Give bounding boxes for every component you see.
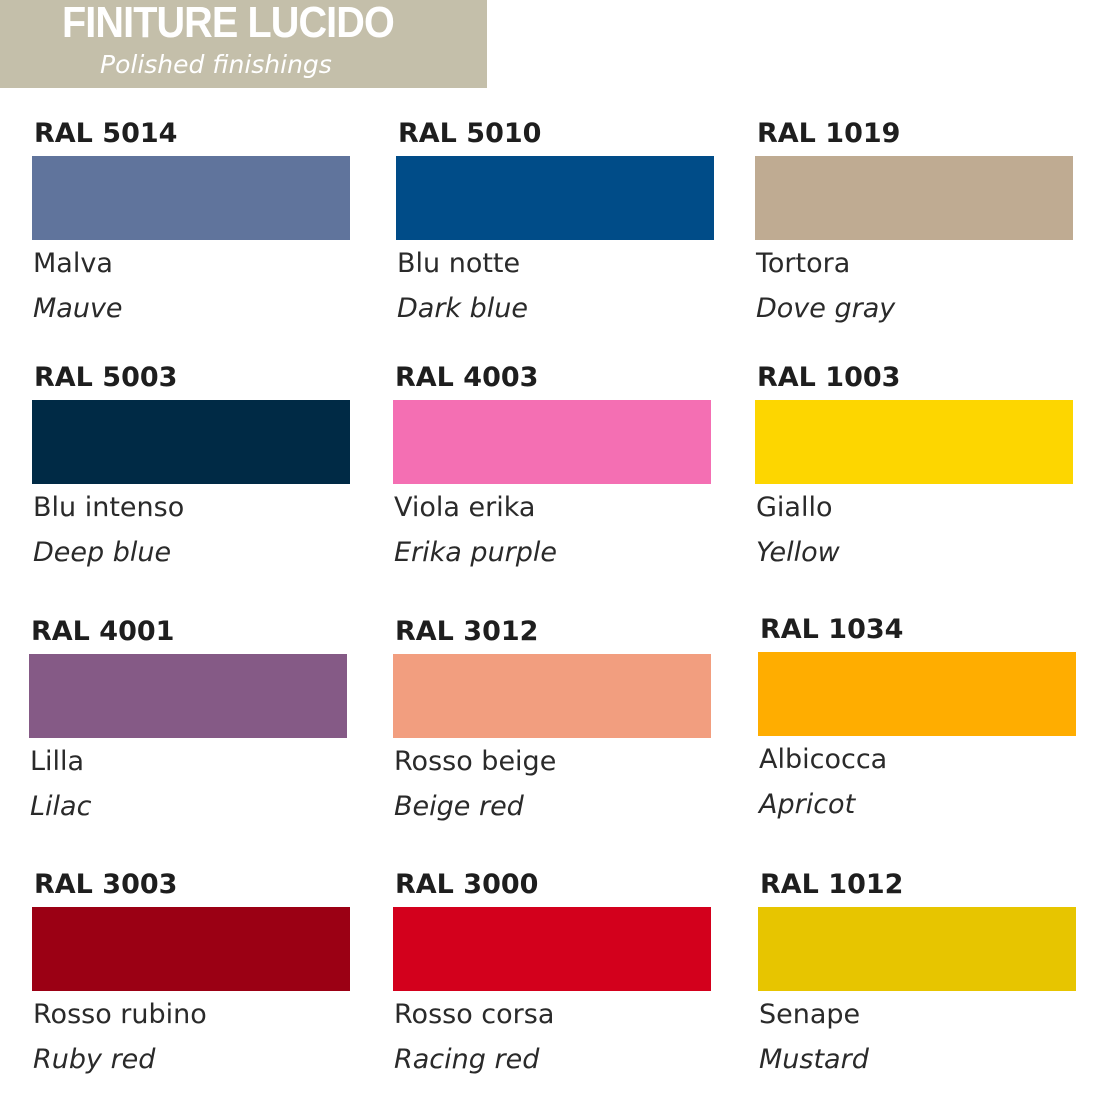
color-name-english: Lilac xyxy=(30,791,92,822)
color-name-english: Beige red xyxy=(394,791,524,822)
color-name-english: Racing red xyxy=(394,1044,540,1075)
color-swatch xyxy=(29,654,347,738)
swatch-card: RAL 4003 Viola erika Erika purple xyxy=(393,362,711,568)
color-name-italian: Blu intenso xyxy=(33,492,185,523)
ral-code: RAL 3000 xyxy=(395,869,539,900)
swatch-card: RAL 3000 Rosso corsa Racing red xyxy=(393,869,711,1075)
ral-code: RAL 4001 xyxy=(31,616,175,647)
header-subtitle: Polished finishings xyxy=(100,50,332,79)
ral-code: RAL 1003 xyxy=(757,362,901,393)
ral-code: RAL 5003 xyxy=(34,362,178,393)
swatch-card: RAL 3003 Rosso rubino Ruby red xyxy=(32,869,350,1075)
ral-code: RAL 1019 xyxy=(757,118,901,149)
swatch-card: RAL 1012 Senape Mustard xyxy=(758,869,1076,1075)
color-name-italian: Malva xyxy=(33,248,113,279)
color-name-english: Dark blue xyxy=(397,293,529,324)
swatch-card: RAL 5010 Blu notte Dark blue xyxy=(396,118,714,324)
color-swatch xyxy=(32,156,350,240)
ral-code: RAL 4003 xyxy=(395,362,539,393)
swatch-card: RAL 1019 Tortora Dove gray xyxy=(755,118,1073,324)
color-swatch xyxy=(32,400,350,484)
color-swatch xyxy=(396,156,714,240)
swatch-card: RAL 5003 Blu intenso Deep blue xyxy=(32,362,350,568)
ral-code: RAL 3003 xyxy=(34,869,178,900)
color-name-italian: Rosso rubino xyxy=(33,999,207,1030)
ral-code: RAL 1034 xyxy=(760,614,904,645)
swatch-card: RAL 5014 Malva Mauve xyxy=(32,118,350,324)
color-swatch xyxy=(755,156,1073,240)
color-name-italian: Rosso corsa xyxy=(394,999,555,1030)
color-swatch xyxy=(758,652,1076,736)
color-name-english: Erika purple xyxy=(394,537,558,568)
color-swatch xyxy=(393,907,711,991)
color-name-italian: Senape xyxy=(759,999,861,1030)
color-name-italian: Rosso beige xyxy=(394,746,557,777)
color-name-italian: Viola erika xyxy=(394,492,536,523)
color-swatch xyxy=(393,654,711,738)
color-name-english: Deep blue xyxy=(33,537,172,568)
swatch-card: RAL 3012 Rosso beige Beige red xyxy=(393,616,711,822)
color-name-english: Ruby red xyxy=(33,1044,156,1075)
color-name-english: Yellow xyxy=(756,537,840,568)
color-name-english: Apricot xyxy=(759,789,856,820)
color-swatch xyxy=(755,400,1073,484)
ral-code: RAL 5010 xyxy=(398,118,542,149)
color-name-english: Mustard xyxy=(759,1044,869,1075)
swatch-card: RAL 1003 Giallo Yellow xyxy=(755,362,1073,568)
color-name-italian: Tortora xyxy=(756,248,851,279)
swatch-card: RAL 4001 Lilla Lilac xyxy=(29,616,347,822)
color-swatch xyxy=(393,400,711,484)
ral-code: RAL 3012 xyxy=(395,616,539,647)
color-name-italian: Blu notte xyxy=(397,248,521,279)
color-name-italian: Lilla xyxy=(30,746,85,777)
color-name-italian: Albicocca xyxy=(759,744,888,775)
header-banner: FINITURE LUCIDO Polished finishings xyxy=(0,0,487,88)
color-name-italian: Giallo xyxy=(756,492,833,523)
header-title: FINITURE LUCIDO xyxy=(62,0,395,47)
color-name-english: Mauve xyxy=(33,293,123,324)
ral-code: RAL 1012 xyxy=(760,869,904,900)
swatch-card: RAL 1034 Albicocca Apricot xyxy=(758,614,1076,820)
color-swatch xyxy=(32,907,350,991)
ral-code: RAL 5014 xyxy=(34,118,178,149)
color-name-english: Dove gray xyxy=(756,293,896,324)
color-swatch xyxy=(758,907,1076,991)
